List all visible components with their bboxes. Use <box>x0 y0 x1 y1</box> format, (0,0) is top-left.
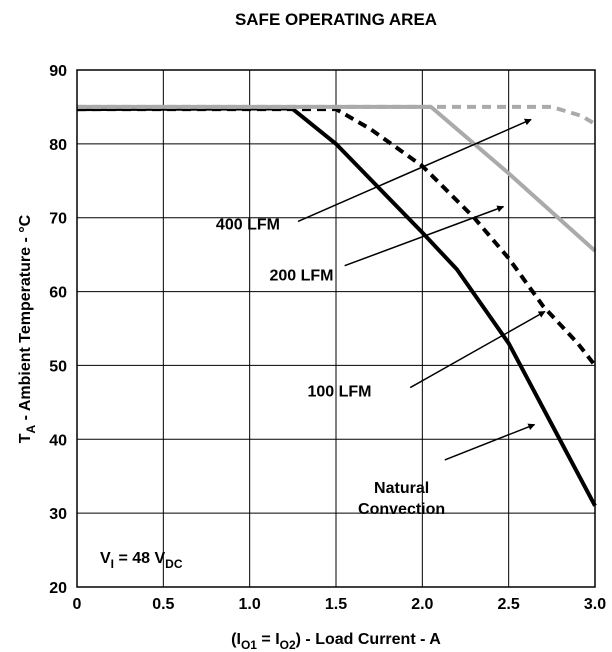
annotation-arrow-200-lfm <box>344 205 505 267</box>
annotation-label-line: Natural <box>374 480 429 497</box>
series-line-200-lfm <box>77 104 597 253</box>
annotation-label-line: 100 LFM <box>307 383 371 400</box>
series-line-400-lfm <box>77 104 597 126</box>
chart-title: SAFE OPERATING AREA <box>235 10 437 29</box>
annotation-arrow-natural-convection <box>444 423 536 461</box>
x-axis-label-part1: (I <box>231 631 241 648</box>
input-voltage-note: VI = 48 VDC <box>100 550 183 571</box>
annotation-label-line: 200 LFM <box>269 267 333 284</box>
y-tick-label: 30 <box>49 506 67 523</box>
x-tick-label: 2.5 <box>498 596 520 613</box>
x-tick-label: 2.0 <box>411 596 433 613</box>
y-axis-label: TA - Ambient Temperature - °C <box>17 214 38 443</box>
note-v-sub: I <box>111 557 114 571</box>
x-axis-label-part2: = I <box>257 631 280 648</box>
y-axis-label-rest: - Ambient Temperature - °C <box>17 214 34 424</box>
x-axis-label: (IO1 = IO2) - Load Current - A <box>231 631 441 652</box>
y-axis-label-sub: A <box>24 424 38 433</box>
note-dc-sub: DC <box>165 557 183 571</box>
y-tick-label: 20 <box>49 580 67 597</box>
note-v: V <box>100 550 111 567</box>
annotation-label-line: Convection <box>358 501 445 518</box>
y-tick-label: 60 <box>49 285 67 302</box>
annotation-label-200-lfm: 200 LFM <box>269 267 333 284</box>
x-axis-label-sub1: O1 <box>241 638 257 652</box>
y-tick-label: 40 <box>49 432 67 449</box>
x-tick-label: 1.0 <box>239 596 261 613</box>
y-tick-label: 90 <box>49 63 67 80</box>
note-eq: = 48 V <box>114 550 165 567</box>
tick-labels: 0 0.5 1.0 1.5 2.0 2.5 3.0 20 30 40 50 60 70 80 90 <box>49 63 606 613</box>
x-tick-label: 3.0 <box>584 596 606 613</box>
y-axis-label-main: T <box>17 433 34 443</box>
annotation-label-natural-convection: Natural Convection <box>358 480 445 518</box>
series-annotations: 400 LFM 200 LFM 100 LFM Natural Convection <box>216 118 546 518</box>
annotation-label-400-lfm: 400 LFM <box>216 217 280 234</box>
grid-lines <box>76 69 596 588</box>
y-tick-label: 80 <box>49 137 67 154</box>
annotation-label-line: 400 LFM <box>216 217 280 234</box>
annotation-arrow-400-lfm <box>297 118 532 223</box>
x-tick-label: 1.5 <box>325 596 347 613</box>
x-tick-label: 0 <box>73 596 82 613</box>
annotation-label-100-lfm: 100 LFM <box>307 383 371 400</box>
x-axis-label-part3: ) - Load Current - A <box>296 631 442 648</box>
x-axis-label-sub2: O2 <box>280 638 296 652</box>
y-tick-label: 70 <box>49 211 67 228</box>
y-tick-label: 50 <box>49 358 67 375</box>
plot-frame <box>76 69 596 588</box>
annotation-arrow-100-lfm <box>409 310 546 389</box>
x-tick-label: 0.5 <box>152 596 174 613</box>
